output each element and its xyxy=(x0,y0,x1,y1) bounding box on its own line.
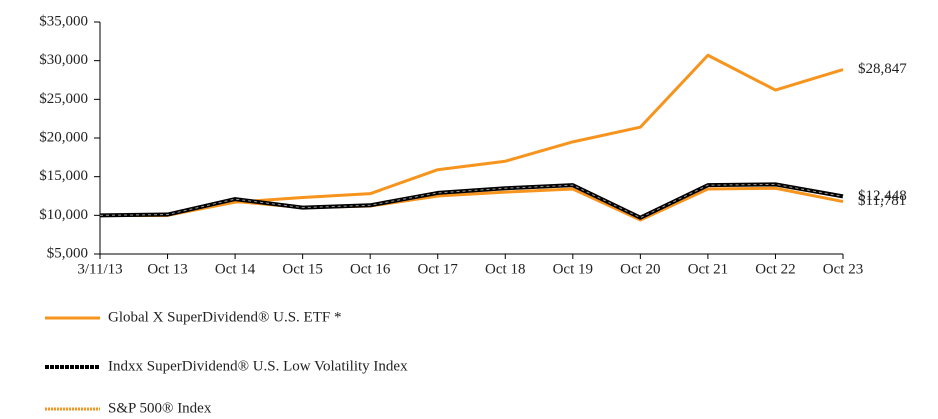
series-line-pattern xyxy=(99,183,844,219)
x-tick-label: Oct 19 xyxy=(553,261,593,277)
end-label: $11,781 xyxy=(858,193,906,209)
x-tick-label: Oct 13 xyxy=(147,261,187,277)
y-tick-label: $15,000 xyxy=(39,168,88,184)
legend-label: Global X SuperDividend® U.S. ETF * xyxy=(108,309,341,325)
y-tick-label: $30,000 xyxy=(39,52,88,68)
y-tick-label: $20,000 xyxy=(39,129,88,145)
x-tick-label: Oct 20 xyxy=(620,261,660,277)
legend-label: Indxx SuperDividend® U.S. Low Volatility… xyxy=(108,358,408,374)
y-tick-label: $10,000 xyxy=(39,207,88,223)
x-tick-label: Oct 17 xyxy=(418,261,459,277)
y-tick-label: $5,000 xyxy=(47,245,88,261)
end-label: $12,448 xyxy=(858,188,907,204)
end-label: $28,847 xyxy=(858,61,907,77)
x-tick-label: 3/11/13 xyxy=(77,261,122,277)
x-tick-label: Oct 18 xyxy=(485,261,525,277)
legend-label: S&P 500® Index xyxy=(108,400,212,416)
x-tick-label: Oct 21 xyxy=(688,261,728,277)
x-tick-label: Oct 23 xyxy=(823,261,863,277)
x-tick-label: Oct 22 xyxy=(755,261,795,277)
x-tick-label: Oct 16 xyxy=(350,261,391,277)
x-tick-label: Oct 14 xyxy=(215,261,256,277)
y-tick-label: $25,000 xyxy=(39,91,88,107)
series-line xyxy=(100,186,844,222)
x-tick-label: Oct 15 xyxy=(282,261,322,277)
y-tick-label: $35,000 xyxy=(39,13,88,29)
